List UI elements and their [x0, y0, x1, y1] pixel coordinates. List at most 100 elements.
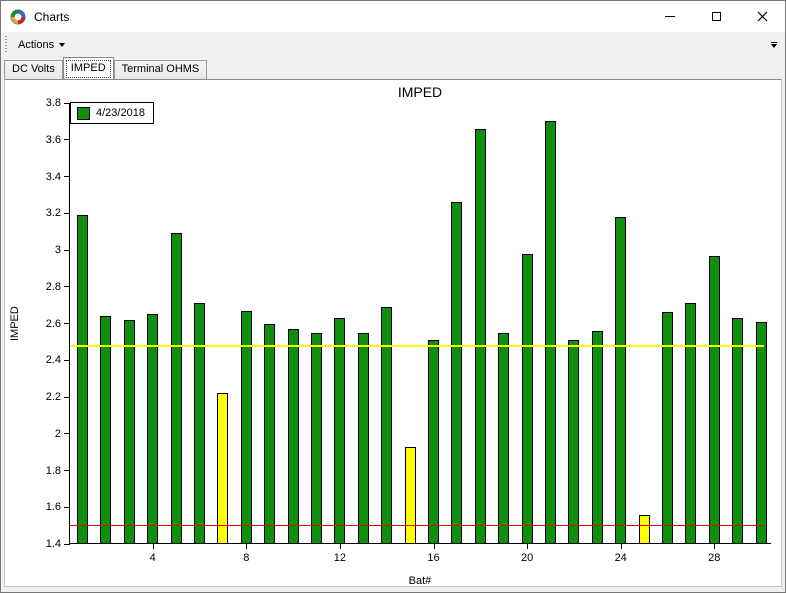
app-icon — [10, 9, 26, 24]
y-tick-label: 2.4 — [45, 354, 61, 367]
legend-label: 4/23/2018 — [96, 107, 145, 119]
bar-bat-4 — [147, 314, 159, 544]
tab-label: IMPED — [70, 62, 106, 74]
y-tick-mark — [64, 359, 70, 361]
y-tick-label: 2.6 — [45, 317, 61, 330]
y-tick-mark — [64, 543, 70, 545]
y-tick-mark — [64, 396, 70, 398]
y-tick-mark — [64, 212, 70, 214]
bar-bat-10 — [287, 329, 299, 544]
bar-bat-13 — [357, 332, 369, 544]
y-tick-label: 3.2 — [45, 207, 61, 220]
x-tick-label: 4 — [149, 552, 156, 564]
toolbar: Actions — [2, 32, 784, 57]
bar-bat-19 — [498, 332, 510, 544]
actions-menu-label: Actions — [18, 38, 55, 51]
bar-bat-30 — [755, 321, 767, 544]
bar-bat-25 — [638, 514, 650, 544]
bar-bat-21 — [545, 121, 556, 544]
x-tick-label: 16 — [427, 552, 440, 564]
y-tick-label: 3.6 — [45, 133, 61, 146]
y-tick-label: 3.4 — [45, 170, 61, 183]
tab-terminal-ohms[interactable]: Terminal OHMS — [113, 60, 208, 79]
close-button[interactable] — [739, 1, 785, 31]
y-tick-mark — [64, 102, 70, 104]
y-tick-mark — [64, 323, 70, 324]
tab-dc-volts[interactable]: DC Volts — [4, 60, 63, 79]
bar-bat-11 — [311, 332, 322, 544]
y-axis-label: IMPED — [9, 306, 21, 341]
x-tick-mark — [433, 544, 435, 549]
minimize-icon — [665, 15, 675, 17]
bar-bat-17 — [451, 202, 463, 544]
bar-bat-29 — [732, 317, 744, 544]
y-tick-mark — [64, 176, 70, 177]
bar-bat-28 — [708, 255, 720, 544]
bar-bat-9 — [264, 323, 276, 544]
toolbar-grip-handle[interactable] — [5, 36, 7, 53]
tab-imped[interactable]: IMPED — [62, 57, 114, 79]
tab-label: DC Volts — [12, 63, 55, 75]
y-tick-label: 2 — [54, 427, 61, 440]
y-tick-label: 1.4 — [45, 538, 61, 550]
x-tick-mark — [620, 544, 622, 549]
x-tick-label: 12 — [333, 552, 347, 564]
chevron-down-icon — [59, 42, 66, 47]
y-tick-mark — [64, 139, 70, 141]
close-icon — [757, 11, 767, 21]
bar-bat-26 — [662, 312, 673, 544]
bar-bat-6 — [194, 303, 205, 544]
bar-bat-14 — [381, 306, 393, 544]
reference-line-lower — [70, 524, 764, 526]
y-tick-mark — [64, 286, 70, 288]
chart-legend: 4/23/2018 — [70, 102, 154, 124]
chart-title: IMPED — [397, 84, 443, 100]
y-tick-label: 2.8 — [45, 280, 61, 293]
y-tick-mark — [64, 470, 70, 471]
x-axis-label: Bat# — [408, 575, 432, 587]
y-tick-mark — [64, 506, 70, 508]
x-tick-mark — [339, 544, 341, 549]
bar-bat-24 — [615, 216, 627, 544]
x-tick-label: 20 — [520, 552, 534, 564]
legend-swatch — [77, 106, 90, 120]
maximize-button[interactable] — [693, 1, 739, 31]
x-tick-mark — [714, 544, 716, 549]
plot-area: 1.4 1.6 1.8 2 2.2 2.4 2.6 2.8 3 3.2 3.4 3.6 3.8 4 8 12 1… — [46, 97, 771, 564]
actions-menu-button[interactable]: Actions — [11, 36, 72, 54]
window-titlebar: Charts — [1, 1, 785, 32]
bar-bat-8 — [240, 310, 252, 544]
bar-bat-12 — [334, 317, 346, 544]
x-tick-label: 24 — [614, 552, 627, 564]
tab-label: Terminal OHMS — [121, 63, 200, 75]
bar-bat-18 — [474, 128, 486, 544]
x-tick-label: 28 — [708, 552, 721, 564]
x-tick-label: 8 — [243, 552, 250, 564]
y-tick-label: 1.6 — [45, 501, 61, 514]
x-tick-mark — [246, 544, 248, 549]
chart-panel: IMPED IMPED 4/23/2018 1.4 1.6 1.8 2 2.2 2.4 2.… — [4, 79, 782, 587]
x-tick-mark — [527, 544, 529, 549]
bar-bat-15 — [404, 446, 416, 544]
bar-bat-16 — [428, 340, 439, 544]
bar-bat-23 — [591, 330, 603, 544]
overflow-bar-icon — [771, 42, 777, 43]
bar-bat-7 — [217, 393, 229, 544]
minimize-button[interactable] — [647, 1, 693, 31]
window-controls — [647, 1, 785, 31]
tab-strip: DC Volts IMPED Terminal OHMS — [4, 57, 782, 79]
window-title: Charts — [34, 9, 70, 24]
bar-bat-5 — [170, 233, 182, 544]
bar-bat-22 — [568, 340, 580, 544]
x-tick-mark — [152, 544, 154, 549]
y-tick-label: 3 — [54, 244, 61, 256]
bar-bat-27 — [685, 303, 697, 544]
toolbar-overflow-button[interactable] — [767, 36, 781, 54]
chevron-down-icon — [771, 44, 777, 48]
bar-bat-3 — [123, 319, 135, 544]
y-tick-label: 3.8 — [45, 97, 61, 109]
bar-bat-2 — [100, 316, 112, 544]
bar-bat-1 — [77, 215, 88, 544]
bar-bat-20 — [521, 253, 533, 544]
